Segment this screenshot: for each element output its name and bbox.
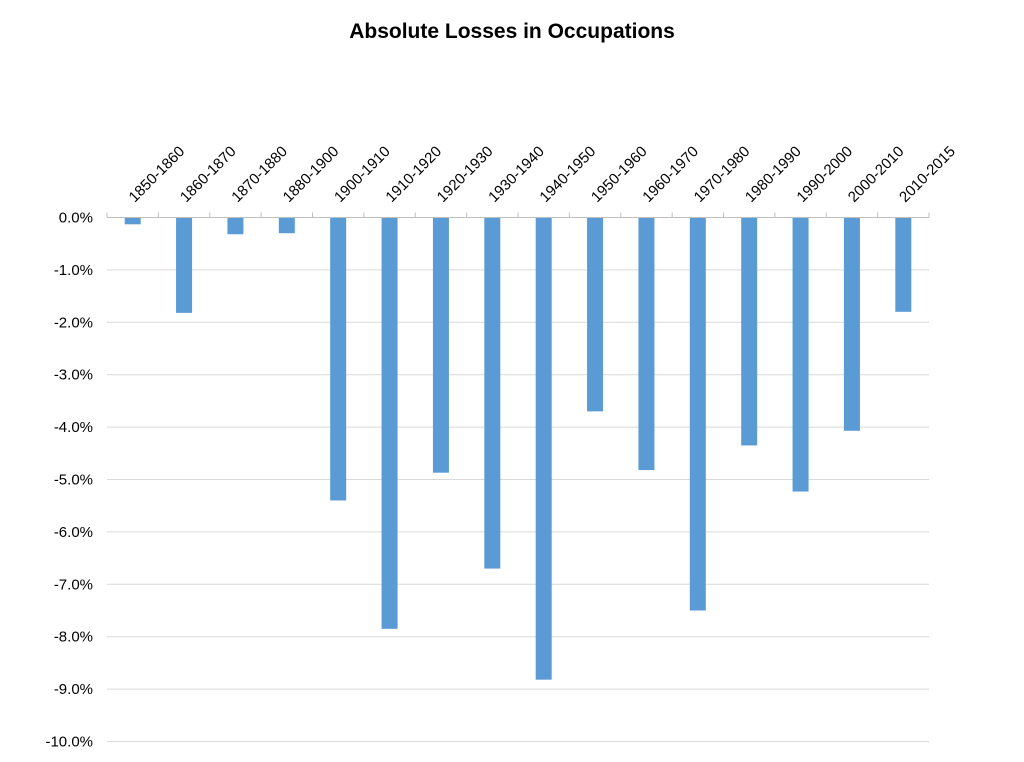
bar-1940-1950 bbox=[535, 217, 552, 680]
y-tick-label: -1.0% bbox=[54, 262, 93, 279]
bar-1920-1930 bbox=[432, 217, 449, 473]
bar-1900-1910 bbox=[330, 217, 347, 501]
x-axis bbox=[106, 212, 930, 218]
bar-1950-1960 bbox=[587, 217, 604, 412]
bar-1930-1940 bbox=[484, 217, 501, 569]
bars bbox=[124, 217, 912, 680]
x-tick-label: 2010-2015 bbox=[896, 143, 959, 206]
bar-1990-2000 bbox=[792, 217, 809, 492]
y-tick-label: -5.0% bbox=[54, 472, 93, 489]
y-tick-label: -9.0% bbox=[54, 681, 93, 698]
bar-1860-1870 bbox=[176, 217, 193, 313]
y-tick-label: -2.0% bbox=[54, 314, 93, 331]
bar-1960-1970 bbox=[638, 217, 655, 471]
bar-1910-1920 bbox=[381, 217, 398, 629]
y-tick-label: -8.0% bbox=[54, 629, 93, 646]
bar-1870-1880 bbox=[227, 217, 244, 235]
bar-1880-1900 bbox=[278, 217, 295, 234]
x-tick-labels: 1850-18601860-18701870-18801880-19001900… bbox=[125, 143, 958, 206]
bar-2000-2010 bbox=[843, 217, 860, 431]
y-tick-label: -6.0% bbox=[54, 524, 93, 541]
chart-title: Absolute Losses in Occupations bbox=[349, 20, 675, 43]
bar-1850-1860 bbox=[124, 217, 141, 225]
y-tick-labels: 0.0% -1.0% -2.0% -3.0% -4.0% -5.0% -6.0% -7.0% -… bbox=[45, 210, 93, 751]
y-tick-label: -4.0% bbox=[54, 419, 93, 436]
bar-1970-1980 bbox=[689, 217, 706, 611]
y-tick-label: -7.0% bbox=[54, 576, 93, 593]
y-tick-label: 0.0% bbox=[59, 210, 93, 227]
bar-1980-1990 bbox=[741, 217, 758, 446]
y-tick-label: -10.0% bbox=[45, 734, 93, 751]
y-tick-label: -3.0% bbox=[54, 367, 93, 384]
bar-2010-2015 bbox=[895, 217, 912, 312]
